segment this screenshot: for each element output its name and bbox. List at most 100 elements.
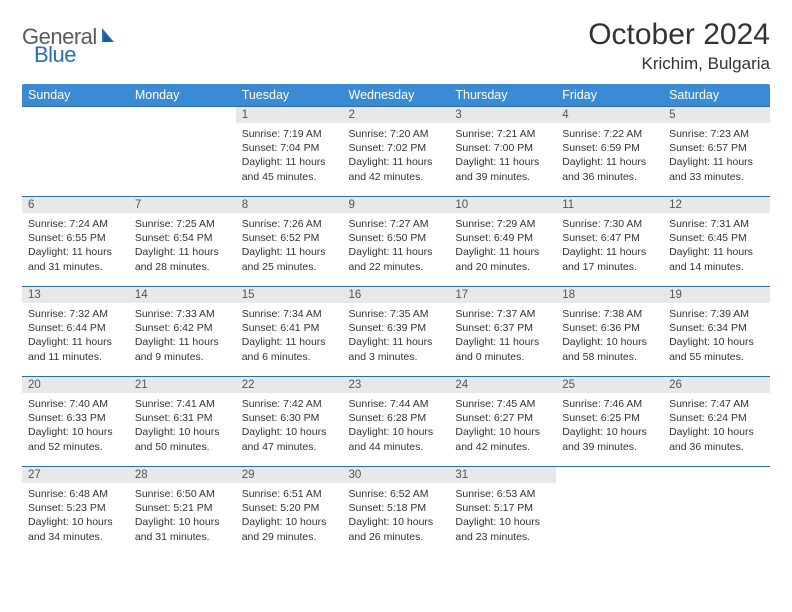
sunrise-line: Sunrise: 7:21 AM <box>455 127 550 141</box>
daylight-line: Daylight: 11 hours and 20 minutes. <box>455 245 550 273</box>
sunrise-line: Sunrise: 7:31 AM <box>669 217 764 231</box>
day-23-number: 23 <box>343 376 450 393</box>
sunrise-line: Sunrise: 7:47 AM <box>669 397 764 411</box>
daylight-line: Daylight: 11 hours and 11 minutes. <box>28 335 123 363</box>
empty-cell <box>22 124 129 133</box>
sunset-line: Sunset: 6:49 PM <box>455 231 550 245</box>
sunset-line: Sunset: 7:02 PM <box>349 141 444 155</box>
day-30-number: 30 <box>343 466 450 483</box>
day-27-details: Sunrise: 6:48 AMSunset: 5:23 PMDaylight:… <box>22 484 129 550</box>
sunset-line: Sunset: 6:47 PM <box>562 231 657 245</box>
weekday-row: SundayMondayTuesdayWednesdayThursdayFrid… <box>22 84 770 106</box>
calendar-table: SundayMondayTuesdayWednesdayThursdayFrid… <box>22 84 770 556</box>
day-10-details: Sunrise: 7:29 AMSunset: 6:49 PMDaylight:… <box>449 214 556 280</box>
daylight-line: Daylight: 10 hours and 44 minutes. <box>349 425 444 453</box>
week-3-body-row: Sunrise: 7:40 AMSunset: 6:33 PMDaylight:… <box>22 394 770 466</box>
week-2-body-row: Sunrise: 7:32 AMSunset: 6:44 PMDaylight:… <box>22 304 770 376</box>
weekday-wednesday: Wednesday <box>343 84 450 106</box>
week-0-daynum-row: 12345 <box>22 106 770 124</box>
day-11-number: 11 <box>556 196 663 213</box>
day-17-number: 17 <box>449 286 556 303</box>
sunrise-line: Sunrise: 7:38 AM <box>562 307 657 321</box>
day-7-number: 7 <box>129 196 236 213</box>
sunset-line: Sunset: 5:18 PM <box>349 501 444 515</box>
sunset-line: Sunset: 6:34 PM <box>669 321 764 335</box>
day-19-number: 19 <box>663 286 770 303</box>
day-23-details: Sunrise: 7:44 AMSunset: 6:28 PMDaylight:… <box>343 394 450 460</box>
day-15-details: Sunrise: 7:34 AMSunset: 6:41 PMDaylight:… <box>236 304 343 370</box>
daylight-line: Daylight: 11 hours and 3 minutes. <box>349 335 444 363</box>
day-31-number: 31 <box>449 466 556 483</box>
day-25-number: 25 <box>556 376 663 393</box>
sunrise-line: Sunrise: 7:40 AM <box>28 397 123 411</box>
sunset-line: Sunset: 5:23 PM <box>28 501 123 515</box>
sunset-line: Sunset: 6:44 PM <box>28 321 123 335</box>
daylight-line: Daylight: 10 hours and 50 minutes. <box>135 425 230 453</box>
day-7-details: Sunrise: 7:25 AMSunset: 6:54 PMDaylight:… <box>129 214 236 280</box>
daylight-line: Daylight: 10 hours and 26 minutes. <box>349 515 444 543</box>
day-22-number: 22 <box>236 376 343 393</box>
location: Krichim, Bulgaria <box>588 54 770 74</box>
sunset-line: Sunset: 5:20 PM <box>242 501 337 515</box>
day-5-number: 5 <box>663 106 770 123</box>
day-24-number: 24 <box>449 376 556 393</box>
day-24-details: Sunrise: 7:45 AMSunset: 6:27 PMDaylight:… <box>449 394 556 460</box>
sunrise-line: Sunrise: 7:30 AM <box>562 217 657 231</box>
daylight-line: Daylight: 11 hours and 39 minutes. <box>455 155 550 183</box>
sunset-line: Sunset: 5:17 PM <box>455 501 550 515</box>
day-16-details: Sunrise: 7:35 AMSunset: 6:39 PMDaylight:… <box>343 304 450 370</box>
sunset-line: Sunset: 6:52 PM <box>242 231 337 245</box>
day-11-details: Sunrise: 7:30 AMSunset: 6:47 PMDaylight:… <box>556 214 663 280</box>
empty-daynum <box>663 466 770 483</box>
sunset-line: Sunset: 6:39 PM <box>349 321 444 335</box>
daylight-line: Daylight: 10 hours and 34 minutes. <box>28 515 123 543</box>
day-14-number: 14 <box>129 286 236 303</box>
day-4-details: Sunrise: 7:22 AMSunset: 6:59 PMDaylight:… <box>556 124 663 190</box>
empty-cell <box>129 124 236 133</box>
empty-cell <box>556 484 663 493</box>
empty-daynum <box>22 106 129 123</box>
daylight-line: Daylight: 10 hours and 55 minutes. <box>669 335 764 363</box>
daylight-line: Daylight: 10 hours and 58 minutes. <box>562 335 657 363</box>
sunrise-line: Sunrise: 7:44 AM <box>349 397 444 411</box>
daylight-line: Daylight: 10 hours and 39 minutes. <box>562 425 657 453</box>
sunset-line: Sunset: 6:54 PM <box>135 231 230 245</box>
day-26-details: Sunrise: 7:47 AMSunset: 6:24 PMDaylight:… <box>663 394 770 460</box>
day-1-details: Sunrise: 7:19 AMSunset: 7:04 PMDaylight:… <box>236 124 343 190</box>
sunrise-line: Sunrise: 7:32 AM <box>28 307 123 321</box>
sunrise-line: Sunrise: 7:25 AM <box>135 217 230 231</box>
day-28-details: Sunrise: 6:50 AMSunset: 5:21 PMDaylight:… <box>129 484 236 550</box>
week-2-daynum-row: 13141516171819 <box>22 286 770 304</box>
weekday-friday: Friday <box>556 84 663 106</box>
sunset-line: Sunset: 6:24 PM <box>669 411 764 425</box>
sunrise-line: Sunrise: 7:27 AM <box>349 217 444 231</box>
day-13-number: 13 <box>22 286 129 303</box>
daylight-line: Daylight: 11 hours and 25 minutes. <box>242 245 337 273</box>
sunrise-line: Sunrise: 6:52 AM <box>349 487 444 501</box>
sunset-line: Sunset: 6:59 PM <box>562 141 657 155</box>
daylight-line: Daylight: 11 hours and 22 minutes. <box>349 245 444 273</box>
sunrise-line: Sunrise: 7:41 AM <box>135 397 230 411</box>
day-17-details: Sunrise: 7:37 AMSunset: 6:37 PMDaylight:… <box>449 304 556 370</box>
day-5-details: Sunrise: 7:23 AMSunset: 6:57 PMDaylight:… <box>663 124 770 190</box>
day-2-details: Sunrise: 7:20 AMSunset: 7:02 PMDaylight:… <box>343 124 450 190</box>
sunset-line: Sunset: 6:31 PM <box>135 411 230 425</box>
sunset-line: Sunset: 6:37 PM <box>455 321 550 335</box>
day-3-details: Sunrise: 7:21 AMSunset: 7:00 PMDaylight:… <box>449 124 556 190</box>
sunrise-line: Sunrise: 7:42 AM <box>242 397 337 411</box>
logo-sub: Blue <box>34 42 76 68</box>
weekday-sunday: Sunday <box>22 84 129 106</box>
daylight-line: Daylight: 11 hours and 42 minutes. <box>349 155 444 183</box>
daylight-line: Daylight: 11 hours and 33 minutes. <box>669 155 764 183</box>
day-20-details: Sunrise: 7:40 AMSunset: 6:33 PMDaylight:… <box>22 394 129 460</box>
sunset-line: Sunset: 6:30 PM <box>242 411 337 425</box>
day-12-details: Sunrise: 7:31 AMSunset: 6:45 PMDaylight:… <box>663 214 770 280</box>
sunrise-line: Sunrise: 7:20 AM <box>349 127 444 141</box>
sunset-line: Sunset: 6:50 PM <box>349 231 444 245</box>
daylight-line: Daylight: 11 hours and 14 minutes. <box>669 245 764 273</box>
daylight-line: Daylight: 10 hours and 29 minutes. <box>242 515 337 543</box>
day-29-number: 29 <box>236 466 343 483</box>
day-10-number: 10 <box>449 196 556 213</box>
sunset-line: Sunset: 6:41 PM <box>242 321 337 335</box>
sunrise-line: Sunrise: 7:22 AM <box>562 127 657 141</box>
